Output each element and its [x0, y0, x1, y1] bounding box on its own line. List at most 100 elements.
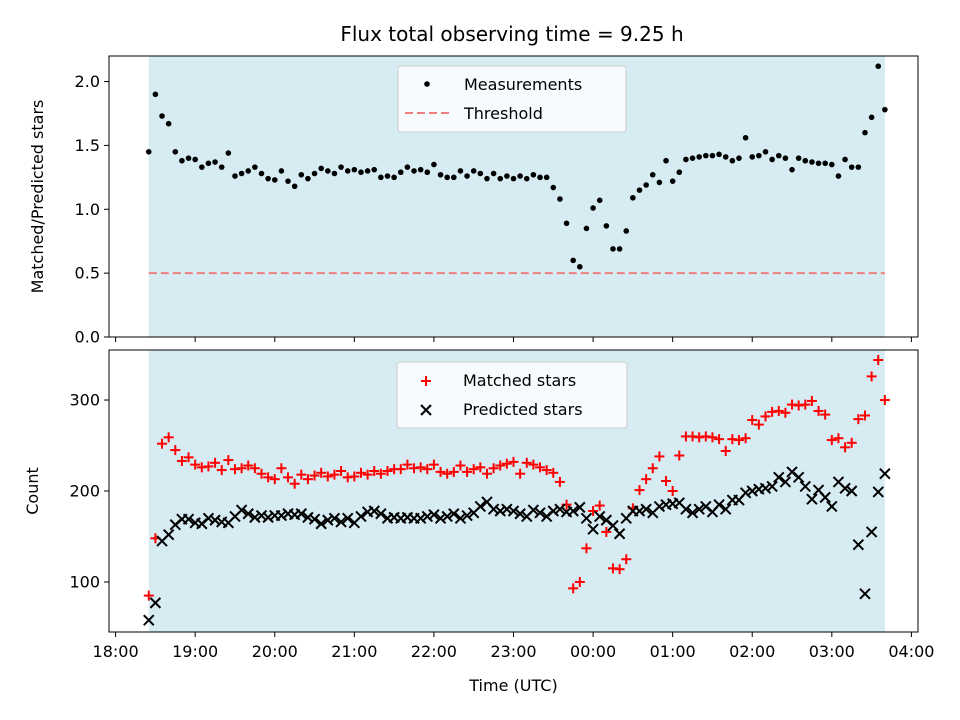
measurement-point	[616, 246, 623, 252]
matched-star-point	[515, 468, 526, 479]
matched-star-point	[720, 445, 731, 456]
x-axis-label: Time (UTC)	[468, 676, 557, 695]
measurement-point	[643, 182, 649, 188]
matched-star-point	[163, 432, 174, 443]
predicted-marker-b	[501, 503, 513, 515]
measurement-point	[252, 164, 258, 170]
x-tick-label: 04:00	[888, 642, 934, 661]
measurement-point	[391, 174, 397, 181]
measurement-point	[782, 155, 789, 161]
predicted-marker-b	[846, 485, 858, 497]
predicted-marker-b	[773, 471, 785, 484]
predicted-star-point	[607, 519, 619, 532]
matched-stars-points	[143, 355, 890, 601]
legend-label-predicted-stars: Predicted stars	[463, 400, 583, 419]
measurement-point	[338, 164, 344, 170]
measurement-point	[331, 170, 338, 177]
matched-star-point	[840, 442, 851, 453]
matched-star-point	[336, 465, 347, 476]
predicted-star-point	[322, 514, 334, 526]
measurement-point	[278, 168, 285, 174]
measurement-point	[663, 157, 669, 164]
matched-star-point	[568, 583, 579, 594]
matched-star-point	[276, 463, 287, 474]
measurement-point	[669, 178, 676, 184]
x-tick-label: 01:00	[650, 642, 696, 661]
predicted-star-point	[613, 528, 626, 540]
matched-star-point	[806, 395, 817, 406]
matched-star-point	[382, 465, 393, 476]
measurement-point	[258, 170, 265, 177]
matched-star-point	[375, 468, 386, 479]
predicted-marker-b	[713, 498, 725, 511]
measurement-point	[218, 164, 225, 170]
measurement-point	[603, 223, 610, 229]
matched-star-point	[614, 564, 625, 575]
y-tick-label: 0.0	[75, 328, 100, 347]
measurement-point	[358, 169, 364, 176]
legend-label-threshold: Threshold	[463, 104, 543, 123]
measurement-point	[577, 263, 583, 270]
matched-star-point	[528, 459, 539, 470]
legend-marker-measurements	[424, 81, 430, 87]
measurement-point	[656, 179, 663, 186]
predicted-star-point	[342, 512, 354, 524]
measurement-point	[882, 106, 888, 113]
predicted-star-point	[441, 510, 453, 523]
y-tick-label: 2.0	[75, 72, 100, 91]
matched-star-point	[349, 471, 360, 482]
predicted-stars-points	[143, 466, 891, 626]
predicted-marker-b	[242, 508, 254, 520]
predicted-marker-b	[640, 503, 652, 515]
measurement-point	[769, 156, 775, 163]
predicted-marker-b	[633, 505, 646, 517]
measurement-point	[325, 168, 331, 174]
predicted-marker-b	[534, 507, 546, 519]
matched-star-point	[508, 456, 519, 467]
matched-star-point	[495, 460, 506, 471]
predicted-marker-b	[308, 513, 321, 525]
predicted-marker-b	[507, 505, 520, 517]
measurement-point	[424, 169, 431, 176]
predicted-star-point	[554, 503, 566, 515]
predicted-marker-b	[441, 510, 453, 523]
predicted-marker-b	[700, 500, 712, 513]
matched-star-point	[707, 432, 718, 443]
matched-star-point	[157, 438, 168, 449]
predicted-star-point	[182, 513, 195, 525]
matched-star-point	[853, 414, 864, 425]
measurement-point	[795, 155, 802, 161]
predicted-star-point	[594, 510, 606, 523]
measurement-point	[590, 205, 596, 211]
predicted-marker-b	[162, 528, 175, 541]
measurement-point	[557, 196, 563, 202]
legend-marker-predicted-stars	[420, 404, 432, 416]
measurement-point	[384, 173, 391, 179]
predicted-star-point	[202, 512, 215, 524]
measurement-point	[364, 168, 371, 174]
matched-star-point	[601, 526, 612, 537]
predicted-star-point	[149, 597, 162, 609]
predicted-marker-b	[474, 500, 487, 513]
predicted-star-point	[759, 482, 772, 494]
bottom-y-ticks: 100 200 300	[69, 391, 109, 591]
x-tick-label: 00:00	[570, 642, 616, 661]
measurement-point	[875, 63, 882, 70]
measurement-point	[344, 168, 351, 174]
predicted-marker-b	[792, 471, 805, 484]
matched-star-point	[674, 450, 685, 461]
predicted-star-point	[375, 508, 387, 520]
predicted-star-point	[448, 508, 460, 520]
predicted-marker-b	[673, 497, 685, 509]
predicted-star-point	[501, 503, 513, 515]
predicted-star-point	[720, 503, 732, 515]
matched-star-point	[256, 468, 267, 479]
top-y-axis-label: Matched/Predicted stars	[28, 100, 47, 294]
predicted-star-point	[766, 480, 778, 493]
predicted-marker-b	[653, 500, 666, 513]
matched-star-point	[548, 467, 559, 478]
predicted-marker-b	[295, 508, 307, 520]
measurement-point	[378, 174, 384, 181]
predicted-star-point	[368, 505, 380, 517]
measurement-point	[490, 170, 497, 177]
